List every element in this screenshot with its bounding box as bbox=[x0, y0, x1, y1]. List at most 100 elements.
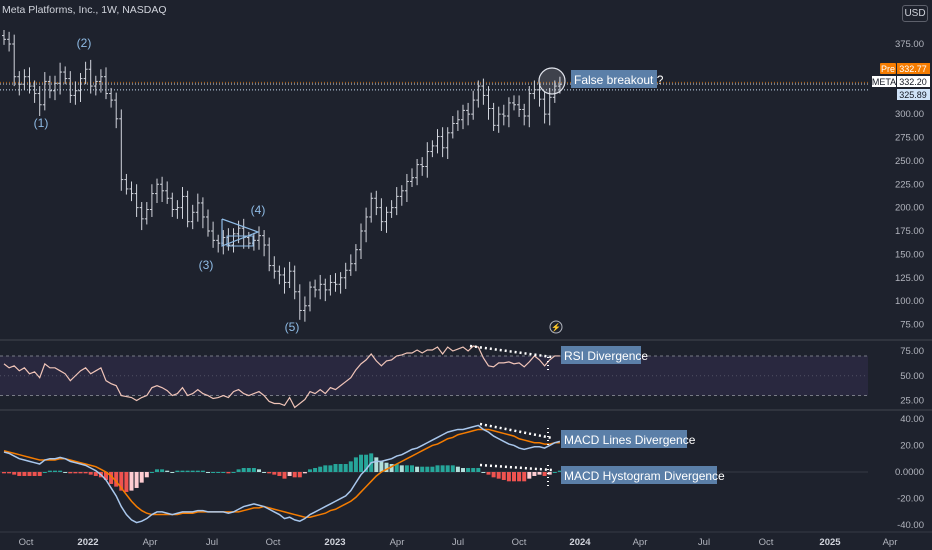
macd-histogram-bar bbox=[119, 472, 124, 491]
rsi-axis-tick: 25.00 bbox=[900, 396, 924, 407]
macd-histogram-bar bbox=[415, 466, 420, 472]
macd-histogram-bar bbox=[78, 472, 83, 474]
price-bar bbox=[353, 244, 358, 272]
level-value: 325.89 bbox=[899, 90, 927, 100]
macd-histogram-bar bbox=[93, 472, 98, 476]
macd-histogram-bar bbox=[517, 472, 522, 482]
price-bar bbox=[425, 142, 430, 178]
price-bar bbox=[522, 103, 527, 126]
macd-histogram-bar bbox=[190, 470, 195, 472]
macd-histogram-bar bbox=[129, 472, 134, 491]
price-bar bbox=[98, 69, 103, 93]
macd-axis-tick: 20.00 bbox=[900, 440, 924, 451]
price-bar bbox=[88, 59, 93, 94]
price-bar bbox=[481, 78, 486, 105]
price-bar bbox=[267, 237, 272, 272]
price-bar bbox=[496, 106, 501, 133]
macd-histogram-bar bbox=[471, 468, 476, 472]
macd-histogram-bar bbox=[42, 472, 47, 473]
price-bar bbox=[170, 192, 175, 217]
macd-histogram-bar bbox=[527, 472, 532, 479]
macd-histogram-bar bbox=[12, 472, 17, 475]
time-axis-tick: 2025 bbox=[819, 537, 841, 548]
macd-histogram-bar bbox=[399, 465, 404, 472]
price-bar bbox=[287, 261, 292, 289]
price-bar bbox=[308, 281, 312, 312]
macd-histogram-bar bbox=[58, 470, 63, 472]
price-bar bbox=[415, 159, 420, 186]
macd-histogram-bar bbox=[282, 472, 287, 479]
time-axis-tick: Jul bbox=[698, 537, 710, 548]
earnings-icon: ⚡ bbox=[549, 320, 563, 334]
macd-histogram-bar bbox=[404, 465, 409, 472]
price-bar bbox=[359, 223, 363, 260]
price-bar bbox=[323, 278, 328, 302]
price-bar bbox=[257, 226, 261, 250]
price-bar bbox=[374, 190, 379, 216]
macd-histogram-bar bbox=[420, 466, 425, 472]
price-bar bbox=[313, 279, 318, 298]
macd-lines-divergence bbox=[479, 422, 553, 440]
macd-histogram-bar bbox=[221, 472, 226, 473]
price-bar bbox=[139, 202, 144, 231]
price-axis-tick: 375.00 bbox=[895, 39, 924, 50]
price-bar bbox=[364, 207, 369, 243]
time-axis-tick: Oct bbox=[19, 537, 34, 548]
macd-histogram-bar bbox=[104, 472, 108, 480]
price-bar bbox=[160, 176, 165, 203]
macd-histogram-bar bbox=[425, 466, 430, 472]
price-bar bbox=[195, 193, 200, 222]
time-axis-tick: Apr bbox=[143, 537, 158, 548]
price-bar bbox=[348, 254, 353, 276]
price-bar bbox=[328, 274, 333, 296]
macd-histogram-bar bbox=[374, 457, 379, 472]
price-bar bbox=[68, 71, 73, 103]
macd-line bbox=[3, 424, 561, 524]
price-bar bbox=[527, 86, 532, 128]
price-bar bbox=[379, 198, 384, 231]
macd-histogram-bar bbox=[308, 469, 312, 472]
price-bar bbox=[282, 267, 287, 294]
macd-histogram-bar bbox=[17, 472, 22, 476]
price-bar bbox=[343, 262, 348, 289]
macd-histogram-bar bbox=[88, 472, 93, 475]
price-bar bbox=[206, 209, 210, 237]
macd-histogram-bar bbox=[353, 457, 358, 472]
price-bar bbox=[42, 72, 47, 111]
macd-histogram-bar bbox=[53, 470, 57, 472]
symbol-title: Meta Platforms, Inc., 1W, NASDAQ bbox=[2, 4, 167, 16]
price-bar bbox=[297, 284, 302, 320]
time-axis-tick: Oct bbox=[266, 537, 281, 548]
macd-histogram-bar bbox=[114, 472, 119, 487]
macd-histogram-bar bbox=[211, 472, 216, 473]
price-axis-tick: 250.00 bbox=[895, 156, 924, 167]
price-bar bbox=[384, 206, 389, 233]
macd-histogram-bar bbox=[165, 470, 170, 472]
macd-histogram-bar bbox=[180, 470, 185, 472]
macd-histogram-bar bbox=[109, 472, 114, 484]
price-bar bbox=[394, 187, 399, 216]
price-axis-tick: 225.00 bbox=[895, 179, 924, 190]
macd-axis-tick: 0.0000 bbox=[895, 467, 924, 478]
macd-histogram-bar bbox=[287, 472, 292, 476]
macd-histogram-bar bbox=[267, 472, 272, 474]
currency-button[interactable]: USD bbox=[902, 5, 928, 22]
price-bar bbox=[2, 29, 6, 45]
callout-box bbox=[561, 466, 717, 484]
price-bar bbox=[512, 95, 516, 111]
price-bar bbox=[211, 221, 216, 248]
macd-histogram-bar bbox=[195, 470, 200, 472]
macd-histogram-bar bbox=[461, 468, 465, 472]
rsi-axis-tick: 50.00 bbox=[900, 371, 924, 382]
macd-histogram-bar bbox=[313, 468, 318, 472]
price-bar bbox=[450, 115, 455, 139]
wave-label: (1) bbox=[34, 116, 49, 130]
price-bar bbox=[47, 75, 52, 99]
macd-histogram-bar bbox=[491, 472, 496, 478]
price-bar bbox=[455, 110, 460, 131]
macd-lines-callout: MACD Lines Divergence bbox=[564, 433, 696, 447]
price-bar bbox=[262, 230, 267, 257]
rsi-divergence-callout: RSI Divergence bbox=[564, 349, 648, 363]
macd-histogram-bar bbox=[302, 472, 307, 474]
